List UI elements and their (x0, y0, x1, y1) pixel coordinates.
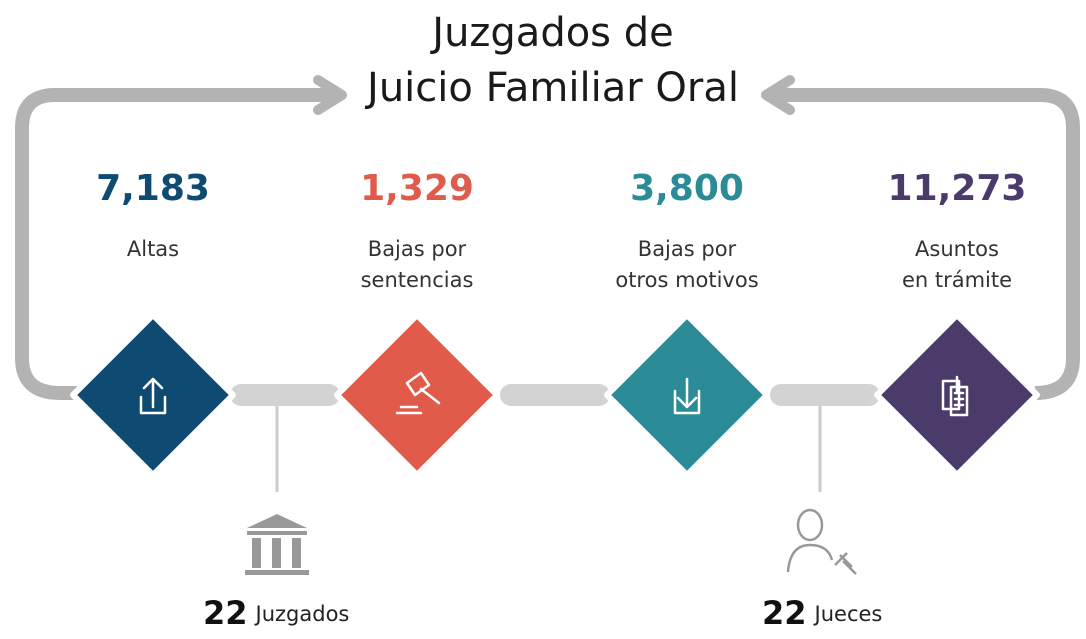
label: Bajas por (368, 237, 467, 261)
connector (230, 384, 340, 406)
loop-right (773, 88, 1080, 400)
icon (941, 375, 969, 417)
footer: 22 Jueces (762, 594, 882, 632)
diamond (874, 312, 1040, 478)
label: otros motivos (615, 268, 758, 292)
icon (673, 377, 701, 415)
footer-number: 22 (203, 594, 248, 632)
connector (500, 384, 610, 406)
icon (139, 377, 167, 415)
label: Altas (127, 237, 179, 261)
courthouse-icon (245, 514, 309, 575)
connector (770, 384, 880, 406)
value: 3,800 (630, 168, 744, 209)
footer-text: Juzgados (254, 602, 350, 626)
items: 7,183 Altas 1,329 Bajas por sentencias 3,800 B… (70, 168, 1040, 478)
label: Bajas por (638, 237, 737, 261)
footer-text: Jueces (813, 602, 883, 626)
icon (395, 371, 441, 415)
title-line: Juzgados de (429, 10, 673, 56)
title-line: Juicio Familiar Oral (364, 65, 739, 111)
label: Asuntos (915, 237, 999, 261)
label: en trámite (902, 268, 1012, 292)
judge-icon (786, 508, 857, 575)
loop-left (15, 88, 332, 400)
footer: 22 Juzgados (203, 594, 349, 632)
loop (15, 88, 1080, 400)
footer-number: 22 (762, 594, 807, 632)
connectors (230, 384, 880, 406)
value: 11,273 (888, 168, 1027, 209)
label: sentencias (361, 268, 474, 292)
value: 1,329 (360, 168, 474, 209)
value: 7,183 (96, 168, 210, 209)
arrow-head (761, 75, 795, 115)
arrow-head (313, 75, 347, 115)
